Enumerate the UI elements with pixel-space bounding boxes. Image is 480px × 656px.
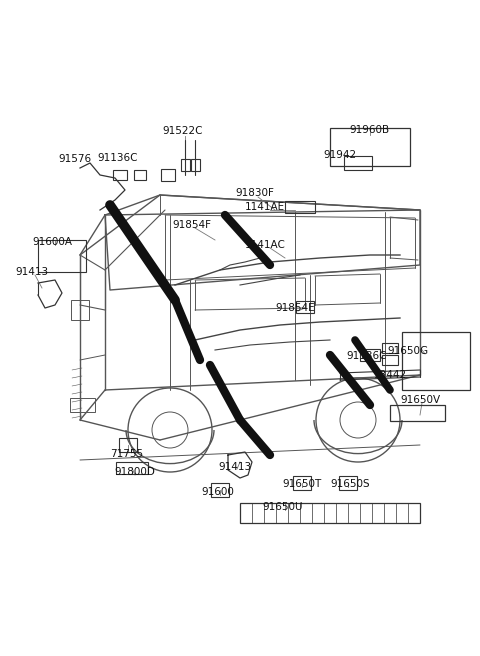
Bar [134, 170, 146, 180]
Bar [330, 128, 410, 166]
Text: 91800D: 91800D [115, 467, 156, 477]
Bar [402, 332, 470, 390]
Bar [240, 503, 420, 523]
Bar [390, 405, 445, 421]
Text: 91136C: 91136C [98, 153, 138, 163]
Text: 71755: 71755 [110, 449, 144, 459]
Bar [180, 159, 190, 171]
Bar [38, 240, 86, 272]
Bar [293, 476, 311, 490]
Text: 91600A: 91600A [32, 237, 72, 247]
Text: 1141AE: 1141AE [245, 202, 285, 212]
Bar [71, 300, 89, 320]
Text: 91413: 91413 [218, 462, 252, 472]
Bar [382, 343, 398, 353]
Text: 91522C: 91522C [163, 126, 203, 136]
Text: 91854E: 91854E [275, 303, 315, 313]
Bar [116, 462, 148, 474]
Bar [211, 483, 229, 497]
Bar [344, 156, 372, 170]
Text: 93442: 93442 [373, 370, 407, 380]
Text: 91600: 91600 [202, 487, 234, 497]
Bar [296, 301, 314, 313]
Text: 91960B: 91960B [349, 125, 389, 135]
Text: 91830F: 91830F [236, 188, 275, 198]
Bar [119, 438, 137, 452]
Text: 91576: 91576 [59, 154, 92, 164]
Bar [339, 476, 357, 490]
Bar [360, 349, 380, 361]
Text: 91942: 91942 [324, 150, 357, 160]
Bar [382, 355, 398, 365]
Text: 91650S: 91650S [330, 479, 370, 489]
Bar [191, 159, 200, 171]
Text: 91136C: 91136C [347, 351, 387, 361]
Bar [113, 170, 127, 180]
Bar [285, 201, 315, 213]
Text: 1141AC: 1141AC [245, 240, 286, 250]
Text: 91854F: 91854F [172, 220, 212, 230]
Text: 91650G: 91650G [387, 346, 428, 356]
Text: 91650U: 91650U [263, 502, 303, 512]
Text: 91413: 91413 [15, 267, 48, 277]
Text: 91650T: 91650T [282, 479, 322, 489]
Bar [161, 169, 175, 181]
Text: 91650V: 91650V [400, 395, 440, 405]
Bar [70, 398, 95, 412]
